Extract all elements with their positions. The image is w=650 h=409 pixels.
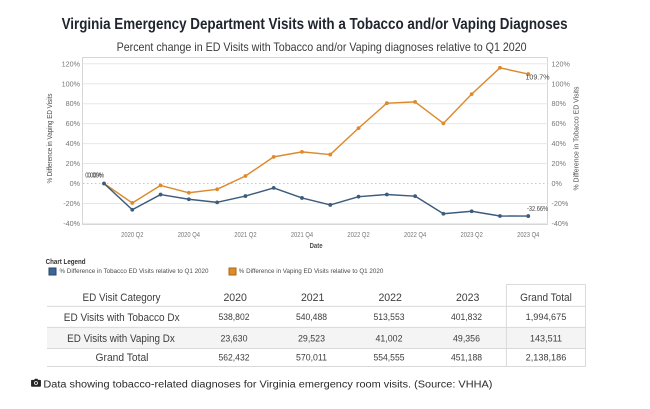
svg-text:-32.66%: -32.66%: [527, 204, 548, 213]
svg-text:40%: 40%: [552, 139, 567, 148]
svg-text:120%: 120%: [62, 59, 81, 68]
svg-text:570,011: 570,011: [296, 353, 327, 363]
svg-text:ED Visit Category: ED Visit Category: [83, 292, 161, 304]
svg-text:% Difference in Vaping ED Visi: % Difference in Vaping ED Visits: [47, 93, 54, 183]
svg-text:Virginia Emergency Department: Virginia Emergency Department Visits wit…: [62, 16, 568, 33]
svg-text:100%: 100%: [552, 79, 571, 88]
svg-text:Date: Date: [310, 241, 323, 250]
svg-text:2023: 2023: [456, 292, 480, 304]
svg-text:-20%: -20%: [552, 199, 569, 208]
svg-text:2020 Q2: 2020 Q2: [121, 230, 143, 239]
svg-text:2,138,186: 2,138,186: [526, 353, 567, 363]
svg-text:20%: 20%: [552, 159, 567, 168]
svg-text:40%: 40%: [66, 139, 81, 148]
svg-text:49,356: 49,356: [453, 333, 480, 343]
svg-text:0.00%: 0.00%: [88, 171, 105, 180]
svg-text:% Difference in Tobacco ED Vis: % Difference in Tobacco ED Visits: [573, 86, 580, 190]
svg-text:2022 Q2: 2022 Q2: [347, 230, 369, 239]
svg-text:20%: 20%: [66, 159, 81, 168]
svg-text:80%: 80%: [552, 99, 567, 108]
svg-text:2021: 2021: [301, 292, 325, 304]
svg-text:Grand Total: Grand Total: [96, 352, 149, 364]
svg-text:Chart Legend: Chart Legend: [46, 257, 86, 266]
svg-text:109.7%: 109.7%: [526, 73, 551, 82]
svg-text:554,555: 554,555: [374, 353, 405, 363]
svg-text:0%: 0%: [70, 179, 81, 188]
svg-text:23,630: 23,630: [221, 333, 248, 343]
svg-text:-40%: -40%: [63, 219, 80, 228]
svg-text:540,488: 540,488: [296, 312, 327, 322]
svg-text:% Difference in Vaping ED Visi: % Difference in Vaping ED Visits relativ…: [239, 268, 384, 275]
svg-text:0.00%: 0.00%: [85, 171, 102, 180]
svg-text:143,511: 143,511: [530, 333, 562, 343]
svg-text:2021 Q2: 2021 Q2: [234, 230, 256, 239]
svg-text:60%: 60%: [552, 119, 567, 128]
svg-text:Data showing tobacco-related d: Data showing tobacco-related diagnoses f…: [43, 380, 492, 391]
svg-text:2022 Q4: 2022 Q4: [404, 230, 426, 239]
svg-text:120%: 120%: [552, 59, 571, 68]
svg-text:0%: 0%: [552, 179, 563, 188]
svg-text:80%: 80%: [66, 99, 81, 108]
svg-text:Grand Total: Grand Total: [520, 292, 572, 304]
svg-text:100%: 100%: [62, 79, 81, 88]
svg-text:562,432: 562,432: [219, 353, 250, 363]
svg-text:% Difference in Tobacco ED Vis: % Difference in Tobacco ED Visits relati…: [60, 268, 209, 275]
svg-text:2020 Q4: 2020 Q4: [178, 230, 200, 239]
svg-text:538,802: 538,802: [219, 312, 250, 322]
svg-text:1,994,675: 1,994,675: [526, 312, 567, 322]
svg-text:41,002: 41,002: [376, 333, 403, 343]
svg-text:2023 Q2: 2023 Q2: [461, 230, 483, 239]
svg-text:Percent change in ED Visits wi: Percent change in ED Visits with Tobacco…: [117, 40, 527, 54]
svg-text:2023 Q4: 2023 Q4: [517, 230, 539, 239]
svg-text:401,832: 401,832: [451, 312, 482, 322]
svg-text:ED Visits with Vaping Dx: ED Visits with Vaping Dx: [67, 333, 175, 345]
svg-text:-40%: -40%: [552, 219, 569, 228]
svg-text:2021 Q4: 2021 Q4: [291, 230, 313, 239]
svg-text:ED Visits with Tobacco Dx: ED Visits with Tobacco Dx: [64, 312, 180, 324]
svg-text:513,553: 513,553: [374, 312, 405, 322]
svg-text:60%: 60%: [66, 119, 81, 128]
svg-text:451,188: 451,188: [451, 353, 482, 363]
svg-text:2020: 2020: [223, 292, 247, 304]
svg-text:29,523: 29,523: [298, 333, 325, 343]
svg-text:-20%: -20%: [63, 199, 80, 208]
svg-text:2022: 2022: [378, 292, 402, 304]
